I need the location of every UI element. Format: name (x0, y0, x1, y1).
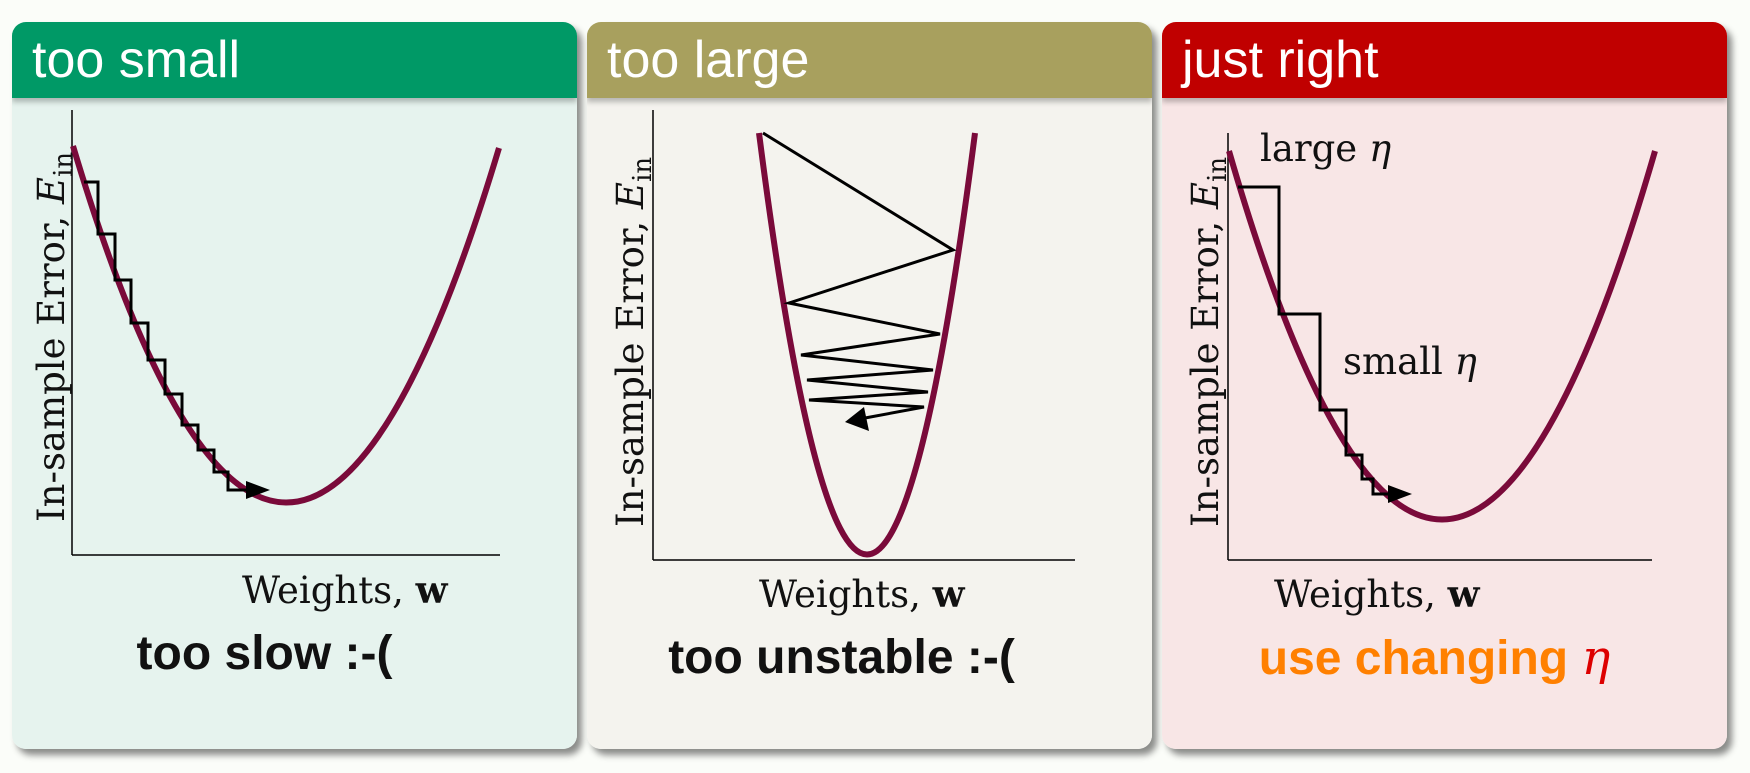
error-curve (70, 145, 502, 506)
error-curve-plot (70, 110, 502, 556)
x-axis-label: Weights, w (1274, 572, 1480, 616)
y-axis-label: In-sample Error, Ein (1184, 156, 1233, 527)
caption: too unstable :-( (668, 631, 1015, 684)
panel-just-right: just right In-sample Error, Ein large η … (1162, 22, 1727, 749)
panel-body (587, 98, 1152, 749)
large-eta-label: large η (1260, 127, 1392, 170)
oscillating-path (762, 131, 957, 420)
panel-title: just right (1162, 22, 1727, 98)
error-curve-plot (1226, 133, 1658, 561)
x-axis-label: Weights, w (759, 572, 965, 616)
x-axis-label: Weights, w (242, 568, 448, 612)
arrowhead (845, 407, 869, 431)
arrowhead (1388, 485, 1412, 503)
error-curve-plot (652, 110, 1075, 561)
caption: use changing η (1258, 630, 1611, 686)
error-curve (1226, 150, 1658, 523)
caption: too slow :-( (136, 627, 393, 680)
panel-too-large: too large In-sample Error, Ein Weights, … (587, 22, 1152, 749)
y-axis-label: In-sample Error, Ein (30, 151, 79, 522)
panel-too-small: too small In-sample Error, Ein Weights, … (12, 22, 577, 749)
panel-title: too large (587, 22, 1152, 98)
small-eta-label: small η (1343, 340, 1477, 383)
arrowhead (246, 481, 270, 499)
y-axis-label: In-sample Error, Ein (609, 156, 658, 527)
descent-path (1238, 185, 1391, 496)
error-curve (756, 132, 978, 558)
panel-body (1162, 98, 1727, 749)
panel-title: too small (12, 22, 577, 98)
descent-path (84, 180, 249, 492)
